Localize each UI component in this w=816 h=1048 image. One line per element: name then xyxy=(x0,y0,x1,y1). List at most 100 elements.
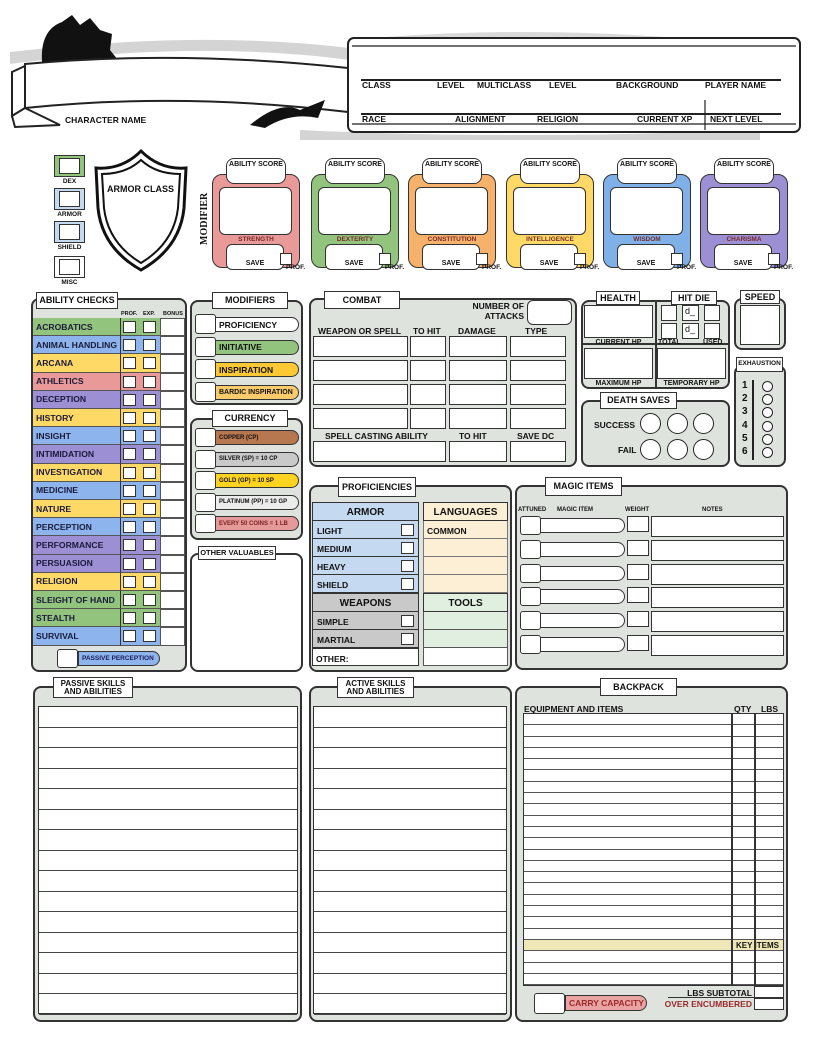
dexterity-save-field[interactable]: SAVE xyxy=(325,244,383,270)
skill-expertise-checkbox[interactable] xyxy=(143,503,156,515)
header-field[interactable] xyxy=(455,88,515,110)
exhaustion-checkbox[interactable] xyxy=(762,447,773,458)
hit-die-used-field[interactable] xyxy=(704,305,720,321)
active-skill-row[interactable] xyxy=(314,953,506,974)
carry-capacity-field[interactable] xyxy=(534,993,565,1014)
currency-field[interactable] xyxy=(195,449,216,469)
death-save-success[interactable] xyxy=(667,413,688,434)
language-field[interactable] xyxy=(423,575,508,593)
attuned-toggle[interactable] xyxy=(520,587,541,607)
wisdom-modifier-field[interactable] xyxy=(610,187,683,235)
magic-weight-field[interactable] xyxy=(627,611,649,628)
intelligence-modifier-field[interactable] xyxy=(513,187,586,235)
skill-expertise-checkbox[interactable] xyxy=(143,630,156,643)
skill-prof-checkbox[interactable] xyxy=(123,575,136,588)
strength-score-field[interactable]: ABILITY SCORE xyxy=(226,158,286,184)
language-field[interactable]: COMMON xyxy=(423,521,508,539)
skill-bonus-field[interactable] xyxy=(160,500,185,519)
header-field[interactable] xyxy=(549,55,609,77)
skill-bonus-field[interactable] xyxy=(160,463,185,482)
equipment-row[interactable] xyxy=(524,737,783,748)
modifier-field[interactable] xyxy=(195,382,216,403)
passive-skill-row[interactable] xyxy=(39,953,297,974)
skill-bonus-field[interactable] xyxy=(160,318,185,337)
death-save-fail[interactable] xyxy=(667,439,688,460)
modifier-field[interactable] xyxy=(195,314,216,334)
dexterity-save-prof-checkbox[interactable] xyxy=(379,253,391,265)
skill-bonus-field[interactable] xyxy=(160,554,185,573)
passive-skill-row[interactable] xyxy=(39,830,297,851)
charisma-score-field[interactable]: ABILITY SCORE xyxy=(714,158,774,184)
passive-skill-row[interactable] xyxy=(39,871,297,892)
active-skill-row[interactable] xyxy=(314,810,506,830)
active-skill-row[interactable] xyxy=(314,830,506,851)
equipment-row[interactable] xyxy=(524,872,783,884)
skill-expertise-checkbox[interactable] xyxy=(143,612,156,625)
skill-bonus-field[interactable] xyxy=(160,591,185,610)
equipment-row[interactable] xyxy=(524,929,783,940)
equipment-row[interactable] xyxy=(524,748,783,760)
skill-expertise-checkbox[interactable] xyxy=(143,521,156,534)
magic-weight-field[interactable] xyxy=(627,587,649,604)
attack-cell[interactable] xyxy=(313,336,408,357)
over-encumbered-field[interactable] xyxy=(754,998,784,1010)
skill-bonus-field[interactable] xyxy=(160,390,185,409)
skill-bonus-field[interactable] xyxy=(160,409,185,428)
active-skill-row[interactable] xyxy=(314,912,506,933)
charisma-modifier-field[interactable] xyxy=(707,187,780,235)
dexterity-modifier-field[interactable] xyxy=(318,187,391,235)
skill-expertise-checkbox[interactable] xyxy=(143,484,156,497)
skill-bonus-field[interactable] xyxy=(160,481,185,500)
attuned-toggle[interactable] xyxy=(520,611,541,631)
current-hp-field[interactable] xyxy=(584,305,653,338)
passive-skill-row[interactable] xyxy=(39,974,297,994)
wisdom-score-field[interactable]: ABILITY SCORE xyxy=(617,158,677,184)
death-save-fail[interactable] xyxy=(693,439,714,460)
skill-expertise-checkbox[interactable] xyxy=(143,448,156,461)
skill-expertise-checkbox[interactable] xyxy=(143,594,156,606)
other-prof-field[interactable]: OTHER: xyxy=(312,648,419,666)
tool-field[interactable] xyxy=(423,630,508,648)
attuned-toggle[interactable] xyxy=(520,539,541,559)
speed-field[interactable] xyxy=(740,305,780,345)
skill-expertise-checkbox[interactable] xyxy=(143,357,156,370)
spellcasting-cell[interactable] xyxy=(449,441,507,462)
skill-prof-checkbox[interactable] xyxy=(123,521,136,534)
constitution-save-prof-checkbox[interactable] xyxy=(476,253,488,265)
header-field[interactable] xyxy=(362,88,422,110)
intelligence-save-prof-checkbox[interactable] xyxy=(574,253,586,265)
active-skill-row[interactable] xyxy=(314,851,506,871)
skill-expertise-checkbox[interactable] xyxy=(143,321,156,333)
attack-cell[interactable] xyxy=(410,336,446,357)
skill-prof-checkbox[interactable] xyxy=(123,484,136,497)
active-skill-row[interactable] xyxy=(314,707,506,728)
armor-prof-checkbox[interactable] xyxy=(401,524,414,536)
header-field[interactable] xyxy=(637,88,697,110)
active-skill-row[interactable] xyxy=(314,994,506,1015)
tool-field[interactable] xyxy=(423,612,508,630)
equipment-row[interactable] xyxy=(524,917,783,929)
equipment-row[interactable] xyxy=(524,850,783,861)
modifier-field[interactable] xyxy=(195,336,216,357)
skill-expertise-checkbox[interactable] xyxy=(143,539,156,552)
intelligence-score-field[interactable]: ABILITY SCORE xyxy=(520,158,580,184)
attack-cell[interactable] xyxy=(313,408,408,429)
skill-prof-checkbox[interactable] xyxy=(123,412,136,424)
active-skill-row[interactable] xyxy=(314,871,506,892)
equipment-row[interactable] xyxy=(524,759,783,771)
magic-notes-field[interactable] xyxy=(651,635,784,656)
skill-expertise-checkbox[interactable] xyxy=(143,557,156,570)
weapon-prof-checkbox[interactable] xyxy=(401,633,414,645)
active-skill-row[interactable] xyxy=(314,769,506,789)
currency-field[interactable] xyxy=(195,471,216,490)
magic-item-field[interactable] xyxy=(540,541,625,557)
death-save-fail[interactable] xyxy=(640,439,661,460)
skill-prof-checkbox[interactable] xyxy=(123,375,136,388)
magic-notes-field[interactable] xyxy=(651,611,784,633)
passive-skill-row[interactable] xyxy=(39,789,297,810)
equipment-row[interactable] xyxy=(524,884,783,895)
skill-prof-checkbox[interactable] xyxy=(123,448,136,461)
dexterity-score-field[interactable]: ABILITY SCORE xyxy=(325,158,385,184)
active-skill-row[interactable] xyxy=(314,728,506,748)
exhaustion-checkbox[interactable] xyxy=(762,433,773,445)
